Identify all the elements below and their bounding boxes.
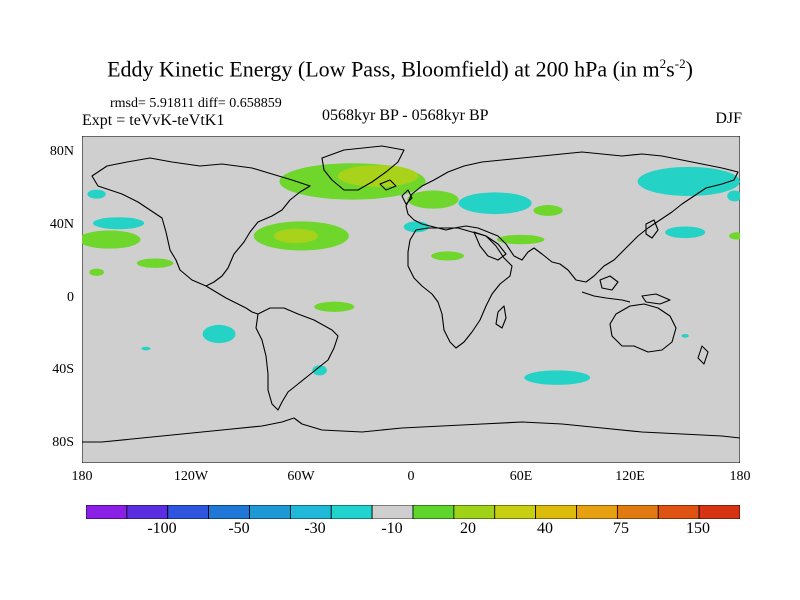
colorbar-label-minus100: -100 [147,520,177,537]
colorbar [86,505,740,519]
experiment-label: Expt = teVvK-teVtK1 [82,112,225,129]
colorbar-swatch-11 [494,505,537,519]
negative-anomaly-region-19 [403,221,430,233]
positive-anomaly-region-12 [314,301,355,312]
x-tick-180w: 180 [71,469,93,484]
chart-title: Eddy Kinetic Energy (Low Pass, Bloomfiel… [107,56,693,82]
period-label: 0568kyr BP - 0568kyr BP [322,107,489,124]
positive-anomaly-region-10 [496,234,545,245]
coast-north-america [91,157,311,287]
negative-anomaly-region-18 [92,217,145,230]
coast-australia [609,303,677,353]
x-tick-0: 0 [407,469,415,484]
negative-anomaly-region-23 [524,370,591,385]
positive-anomaly-region-8 [89,268,104,276]
colorbar-label-minus30: -30 [304,520,326,537]
colorbar-label-20: 20 [460,520,476,537]
coast-new-zealand [697,345,709,365]
negative-anomaly-region-17 [727,190,740,202]
positive-anomaly-region-2 [337,165,419,187]
negative-anomaly-region-16 [87,189,106,199]
coast-indonesia [581,291,631,303]
colorbar-swatch-6 [289,505,332,519]
colorbar-swatch-13 [576,505,618,519]
x-tick-120e: 120E [615,469,645,484]
y-tick-80n: 80N [49,144,74,159]
coast-madagascar [495,305,507,329]
colorbar-swatch-4 [208,505,250,519]
y-tick-0: 0 [67,290,74,305]
x-tick-60w: 60W [287,469,315,484]
colorbar-swatch-2 [126,505,169,519]
coast-greenland [321,145,405,191]
y-tick-40s: 40S [52,362,74,377]
positive-anomaly-region-3 [407,190,459,209]
map-panel [82,136,740,463]
colorbar-swatch-10 [453,505,496,519]
positive-anomaly-region-13 [729,232,740,240]
colorbar-swatch-9 [412,505,455,519]
colorbar-label-150: 150 [686,520,710,537]
positive-anomaly-region-11 [533,205,563,216]
colorbar-swatch-12 [535,505,577,519]
colorbar-swatch-16 [698,505,740,519]
colorbar-swatch-8 [371,505,414,519]
negative-anomaly-region-25 [681,334,689,338]
season-label: DJF [715,110,742,127]
negative-anomaly-region-21 [202,324,236,344]
world-map [82,136,740,463]
coast-eurasia [405,151,739,283]
coast-arabia [473,231,507,261]
positive-anomaly-region-7 [136,258,174,268]
coast-new-guinea [641,293,671,305]
negative-anomaly-region-22 [312,365,327,376]
positive-anomaly-region-5 [273,228,318,244]
colorbar-label-minus10: -10 [381,520,403,537]
negative-anomaly-region-15 [458,192,532,215]
negative-anomaly-region-24 [141,346,151,351]
colorbar-swatch-1 [86,505,128,519]
colorbar-label-40: 40 [537,520,553,537]
coast-borneo [599,275,619,291]
x-tick-180e: 180 [729,469,751,484]
colorbar-label-75: 75 [613,520,629,537]
colorbar-swatch-14 [616,505,659,519]
coast-iceland [379,179,397,191]
colorbar-swatch-5 [249,505,291,519]
y-tick-40n: 40N [49,217,74,232]
colorbar-label-minus50: -50 [228,520,250,537]
x-tick-120w: 120W [173,469,209,484]
rmsd-diff-stats: rmsd= 5.91811 diff= 0.658859 [110,96,282,111]
coast-south-america [255,307,339,411]
negative-anomaly-region-20 [665,226,706,239]
coastlines [82,145,740,443]
positive-anomaly-region-9 [431,251,465,261]
x-tick-60e: 60E [509,469,533,484]
coast-central-america [205,285,259,315]
coast-british-isles [401,189,413,205]
coast-japan [645,219,659,239]
coast-antarctica [82,417,740,443]
y-tick-80s: 80S [52,435,74,450]
colorbar-swatch-15 [657,505,700,519]
negative-anomaly-region-14 [637,166,740,196]
colorbar-swatch-3 [167,505,210,519]
positive-anomaly-region-6 [82,230,141,249]
anomaly-contours [82,163,740,385]
colorbar-swatch-7 [330,505,373,519]
